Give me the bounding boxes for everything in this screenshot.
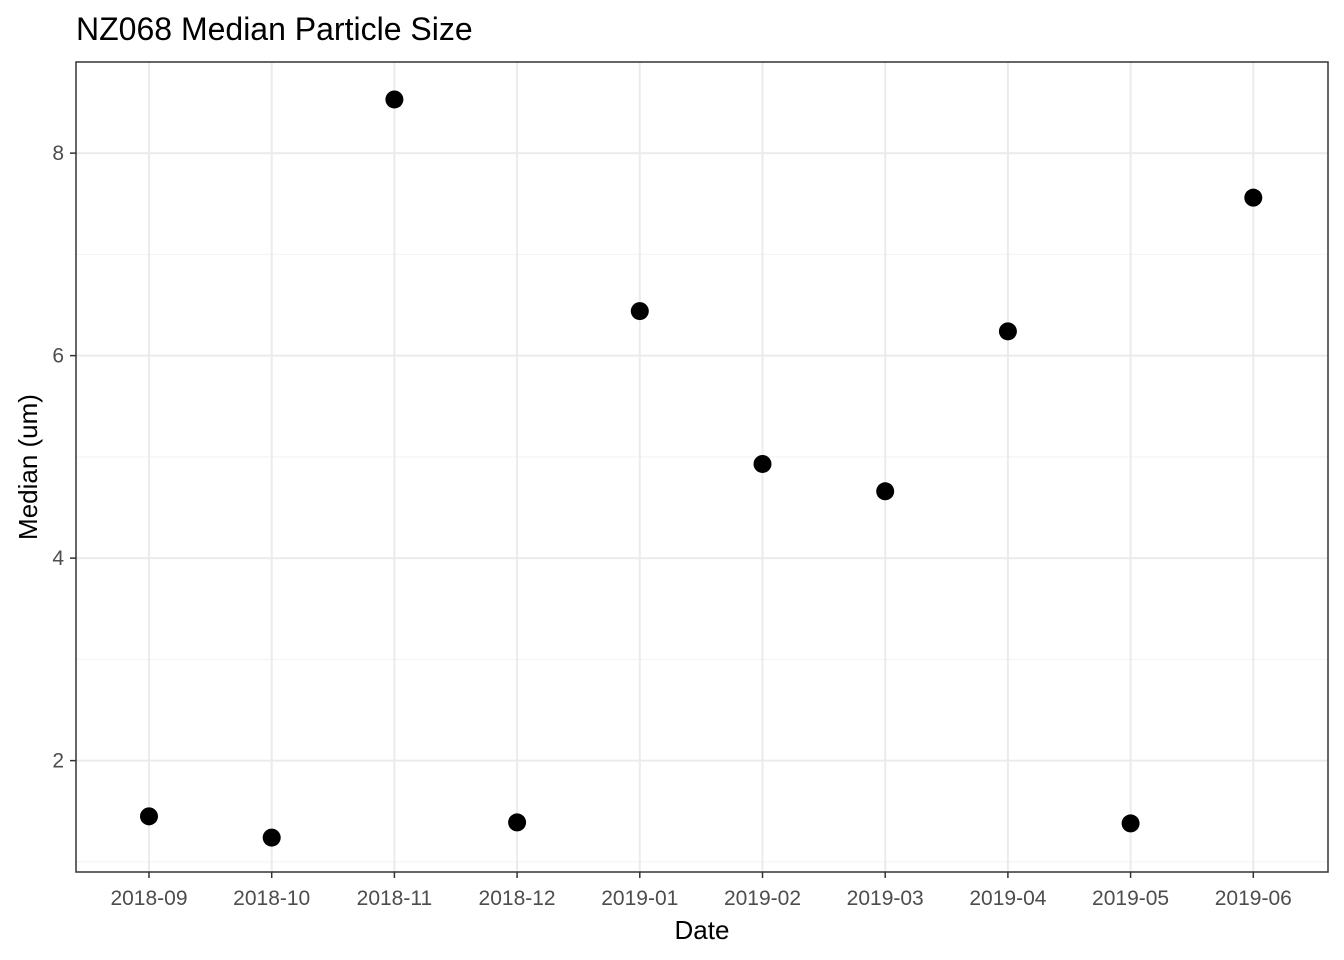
data-point bbox=[508, 813, 527, 832]
x-tick-label: 2019-03 bbox=[847, 887, 924, 910]
x-tick-label: 2019-01 bbox=[601, 887, 678, 910]
x-tick-label: 2019-05 bbox=[1092, 887, 1169, 910]
data-point bbox=[630, 302, 649, 321]
data-point bbox=[998, 322, 1017, 341]
data-point bbox=[876, 482, 895, 501]
chart-title: NZ068 Median Particle Size bbox=[76, 11, 473, 47]
x-axis-title: Date bbox=[675, 915, 730, 945]
plot-border bbox=[75, 61, 1329, 873]
x-tick-label: 2019-06 bbox=[1215, 887, 1292, 910]
y-axis-title: Median (um) bbox=[13, 394, 43, 540]
x-tick-label: 2019-04 bbox=[969, 887, 1046, 910]
data-points bbox=[140, 90, 1263, 847]
data-point bbox=[385, 90, 404, 109]
data-point bbox=[1244, 188, 1263, 207]
x-tick-label: 2019-02 bbox=[724, 887, 801, 910]
y-tick-label: 4 bbox=[52, 547, 64, 570]
x-tick-label: 2018-09 bbox=[110, 887, 187, 910]
x-tick-label: 2018-12 bbox=[479, 887, 556, 910]
data-point bbox=[262, 828, 281, 847]
y-tick-label: 2 bbox=[52, 750, 64, 773]
data-point bbox=[140, 807, 158, 826]
x-tick-label: 2018-11 bbox=[357, 887, 433, 910]
x-tick-label: 2018-10 bbox=[233, 887, 310, 910]
y-tick-label: 8 bbox=[52, 142, 64, 165]
x-axis: 2018-09 2018-10 2018-11 2018-12 2019-01 2019-… bbox=[110, 872, 1292, 910]
y-axis: 2 4 6 8 bbox=[52, 142, 76, 773]
data-point bbox=[1121, 814, 1140, 833]
plot-panel bbox=[76, 62, 1328, 872]
y-tick-label: 6 bbox=[52, 345, 64, 368]
minor-gridlines bbox=[76, 253, 1328, 863]
data-point bbox=[753, 454, 772, 473]
